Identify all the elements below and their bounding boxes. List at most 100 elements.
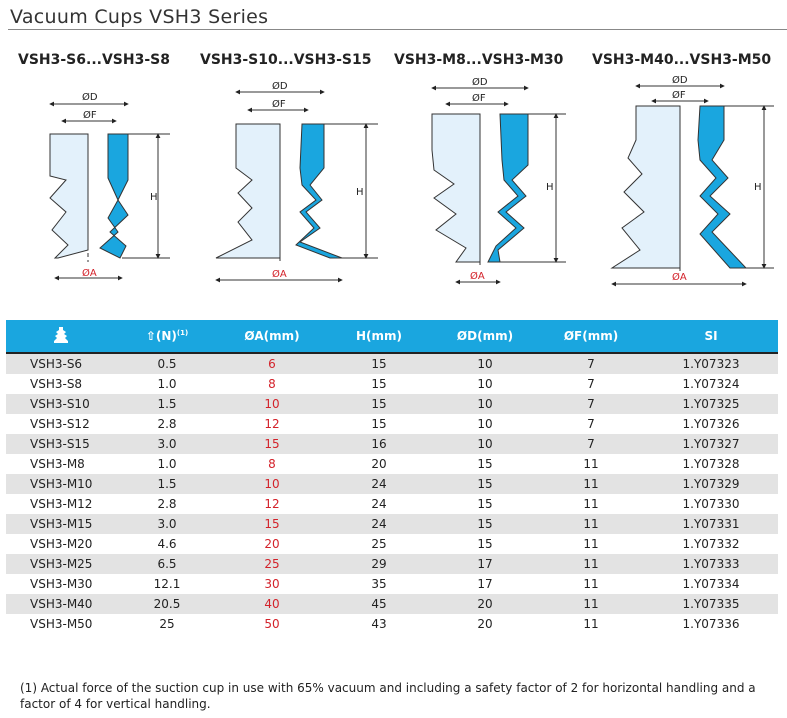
cell-diameter-f: 7 <box>587 417 595 431</box>
cell-height: 15 <box>371 397 387 411</box>
cell-diameter-d: 15 <box>477 457 493 471</box>
cell-model: VSH3-M15 <box>30 517 93 531</box>
cell-diameter-d: 20 <box>477 597 493 611</box>
cell-diameter-f: 7 <box>587 377 595 391</box>
cell-diameter-d: 10 <box>477 397 493 411</box>
cell-model: VSH3-S10 <box>30 397 90 411</box>
table-row: VSH3-S12 2.8 12 15 10 7 1.Y07326 <box>6 414 778 434</box>
diagram-label-m40-m50: VSH3-M40...VSH3-M50 <box>592 52 772 68</box>
diagram-label-m8-m30: VSH3-M8...VSH3-M30 <box>394 52 564 68</box>
cell-diameter-f: 11 <box>583 597 599 611</box>
cell-si-code: 1.Y07330 <box>682 497 740 511</box>
cell-diameter-a: 12 <box>264 497 280 511</box>
cell-diameter-a: 10 <box>264 477 280 491</box>
dim-a-label: ØA <box>272 268 287 280</box>
header-d: ØD(mm) <box>456 329 514 343</box>
cell-force: 1.5 <box>157 397 177 411</box>
cell-diameter-f: 7 <box>587 357 595 371</box>
cell-diameter-a: 50 <box>264 617 280 631</box>
table-row: VSH3-M12 2.8 12 24 15 11 1.Y07330 <box>6 494 778 514</box>
cell-diameter-f: 7 <box>587 397 595 411</box>
dim-a-label: ØA <box>82 267 97 279</box>
dim-f-label: ØF <box>272 98 286 110</box>
cell-diameter-a: 12 <box>264 417 280 431</box>
cell-height: 25 <box>371 537 387 551</box>
table-row: VSH3-S6 0.5 6 15 10 7 1.Y07323 <box>6 353 778 374</box>
force-arrow-icon: ⇧ <box>145 329 156 343</box>
table-row: VSH3-S8 1.0 8 15 10 7 1.Y07324 <box>6 374 778 394</box>
cell-force: 6.5 <box>157 557 177 571</box>
table-row: VSH3-M30 12.1 30 35 17 11 1.Y07334 <box>6 574 778 594</box>
cell-diameter-d: 15 <box>477 497 493 511</box>
cell-diameter-a: 8 <box>268 377 276 391</box>
cell-si-code: 1.Y07324 <box>682 377 740 391</box>
cell-model: VSH3-M20 <box>30 537 93 551</box>
cell-diameter-a: 40 <box>264 597 280 611</box>
cell-si-code: 1.Y07336 <box>682 617 740 631</box>
cell-diameter-a: 6 <box>268 357 276 371</box>
dim-f-label: ØF <box>672 89 686 101</box>
table-row: VSH3-M20 4.6 20 25 15 11 1.Y07332 <box>6 534 778 554</box>
cell-model: VSH3-S8 <box>30 377 83 391</box>
cup-diagrams: ØD ØF ØA H ØD ØF ØA H ØD ØF ØA H ØD ØF ØA H <box>49 74 774 287</box>
dim-h-label: H <box>546 182 554 193</box>
cell-model: VSH3-M10 <box>30 477 93 491</box>
cell-force: 4.6 <box>157 537 177 551</box>
dim-a-label: ØA <box>672 271 687 283</box>
page-title: Vacuum Cups VSH3 Series <box>10 6 269 28</box>
cell-diameter-d: 20 <box>477 617 493 631</box>
table-row: VSH3-S10 1.5 10 15 10 7 1.Y07325 <box>6 394 778 414</box>
table-row: VSH3-M8 1.0 8 20 15 11 1.Y07328 <box>6 454 778 474</box>
cell-height: 24 <box>371 477 387 491</box>
cell-force: 12.1 <box>153 577 181 591</box>
cell-model: VSH3-M30 <box>30 577 93 591</box>
dim-d-label: ØD <box>672 74 688 86</box>
cell-height: 24 <box>371 517 387 531</box>
cell-diameter-a: 25 <box>264 557 280 571</box>
cell-height: 45 <box>371 597 387 611</box>
dim-f-label: ØF <box>83 109 97 121</box>
cell-diameter-f: 11 <box>583 457 599 471</box>
diagram-label-s6-s8: VSH3-S6...VSH3-S8 <box>18 52 170 68</box>
cell-force: 1.5 <box>157 477 177 491</box>
cell-diameter-a: 10 <box>264 397 280 411</box>
cell-diameter-f: 11 <box>583 577 599 591</box>
cell-model: VSH3-M50 <box>30 617 93 631</box>
dim-h-label: H <box>754 182 762 193</box>
cell-height: 20 <box>371 457 387 471</box>
table-row: VSH3-M25 6.5 25 29 17 11 1.Y07333 <box>6 554 778 574</box>
cell-si-code: 1.Y07325 <box>682 397 740 411</box>
table-row: VSH3-M15 3.0 15 24 15 11 1.Y07331 <box>6 514 778 534</box>
cell-diameter-d: 10 <box>477 377 493 391</box>
header-a: ØA(mm) <box>244 329 300 343</box>
cell-diameter-d: 10 <box>477 437 493 451</box>
specs-table: ⇧(N)(1) ØA(mm) H(mm) ØD(mm) ØF(mm) SI VS… <box>6 320 778 634</box>
dim-h-label: H <box>356 187 364 198</box>
cell-height: 15 <box>371 377 387 391</box>
cell-diameter-f: 11 <box>583 557 599 571</box>
cell-model: VSH3-S6 <box>30 357 83 371</box>
header-si: SI <box>704 329 718 343</box>
dim-f-label: ØF <box>472 92 486 104</box>
cell-diameter-d: 15 <box>477 537 493 551</box>
cell-force: 0.5 <box>157 357 177 371</box>
cell-si-code: 1.Y07333 <box>682 557 740 571</box>
header-f: ØF(mm) <box>563 329 619 343</box>
dim-d-label: ØD <box>472 76 488 88</box>
table-row: VSH3-S15 3.0 15 16 10 7 1.Y07327 <box>6 434 778 454</box>
cell-height: 29 <box>371 557 387 571</box>
cell-model: VSH3-S15 <box>30 437 90 451</box>
cell-height: 15 <box>371 417 387 431</box>
cell-height: 24 <box>371 497 387 511</box>
cell-force: 20.5 <box>153 597 181 611</box>
cell-si-code: 1.Y07335 <box>682 597 740 611</box>
table-row: VSH3-M10 1.5 10 24 15 11 1.Y07329 <box>6 474 778 494</box>
cell-si-code: 1.Y07334 <box>682 577 740 591</box>
cell-si-code: 1.Y07327 <box>682 437 740 451</box>
cell-model: VSH3-M8 <box>30 457 85 471</box>
cell-diameter-d: 15 <box>477 517 493 531</box>
cell-diameter-f: 11 <box>583 537 599 551</box>
cell-si-code: 1.Y07328 <box>682 457 740 471</box>
cell-diameter-d: 10 <box>477 357 493 371</box>
header-h: H(mm) <box>355 329 403 343</box>
